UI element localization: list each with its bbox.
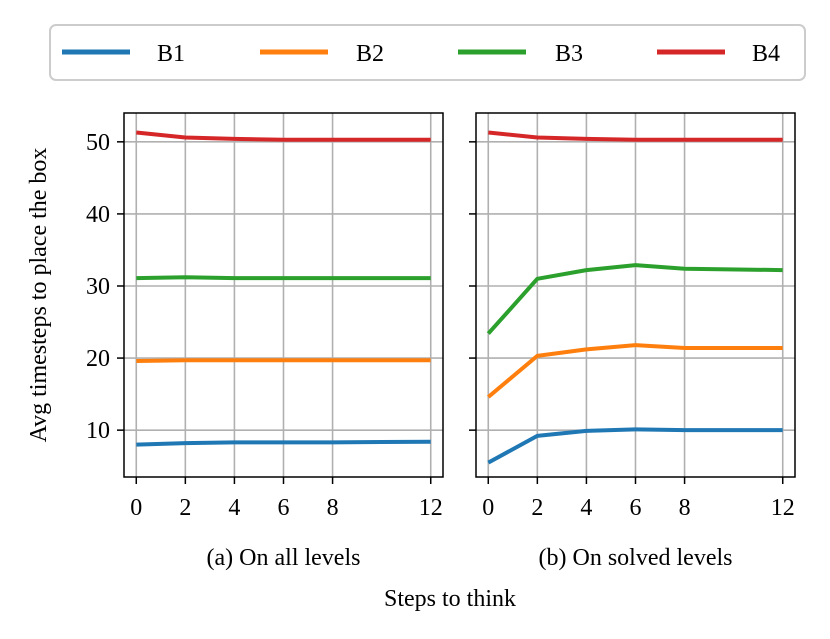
legend-frame [49,24,806,81]
legend-entry-b4: B4 [657,41,780,67]
panel-a-ytick-label: 20 [86,346,110,372]
panel-a-ytick-label: 30 [86,274,110,300]
panel-a-series-b2-line [136,358,431,363]
panel-b-xtick-label: 12 [771,495,795,521]
panel-a-subtitle: (a) On all levels [207,545,361,571]
panel-a-xtick-label: 2 [179,495,191,521]
panel-a-ytick-label: 10 [86,418,110,444]
panel-b-series-b2-line [487,343,783,399]
legend-label-b2: B2 [356,41,384,67]
panel-b-series-b1-line [487,427,783,465]
panel-a-xtick-label: 8 [327,495,339,521]
panel-b: 0 2 4 6 8 12 (b) On solved levels [469,112,796,571]
panel-a-ytick-label: 50 [86,130,110,156]
panel-b-series-b4-line [488,130,783,142]
panel-b-xtick-label: 0 [482,495,494,521]
panel-a-grid [124,113,443,477]
x-axis-label: Steps to think [384,586,516,612]
legend-entry-b2: B2 [260,41,384,67]
panel-a-xtick-label: 6 [278,495,290,521]
panel-a-series-b1-line [136,439,431,447]
panel-a-series [136,130,431,447]
panel-a-xtick-label: 0 [130,495,142,521]
panel-b-xtick-label: 4 [580,495,592,521]
legend-label-b3: B3 [555,41,583,67]
legend: B1 B2 B3 B4 [49,24,806,81]
panel-a-series-b4-line [136,130,431,142]
y-axis-label: Avg timesteps to place the box [26,148,52,443]
panel-b-ticks: 0 2 4 6 8 12 [469,141,795,521]
panel-a-series-b3-line [136,275,431,281]
panel-a: 10 20 30 40 50 0 2 4 6 8 12 (a) On all levels [86,112,444,571]
legend-label-b4: B4 [752,41,780,67]
panel-a-ticks: 10 20 30 40 50 0 2 4 6 8 12 [86,130,443,521]
panel-b-series-b3-line [486,263,783,335]
panel-a-xtick-label: 12 [419,495,443,521]
panel-a-ytick-label: 40 [86,202,110,228]
panel-b-xtick-label: 8 [679,495,691,521]
legend-entry-b3: B3 [458,41,583,67]
panel-b-series [486,130,783,465]
panel-b-subtitle: (b) On solved levels [539,545,733,571]
legend-label-b1: B1 [157,41,185,67]
legend-entry-b1: B1 [62,41,185,67]
panel-a-xtick-label: 4 [228,495,240,521]
panel-b-xtick-label: 6 [630,495,642,521]
panel-b-xtick-label: 2 [531,495,543,521]
